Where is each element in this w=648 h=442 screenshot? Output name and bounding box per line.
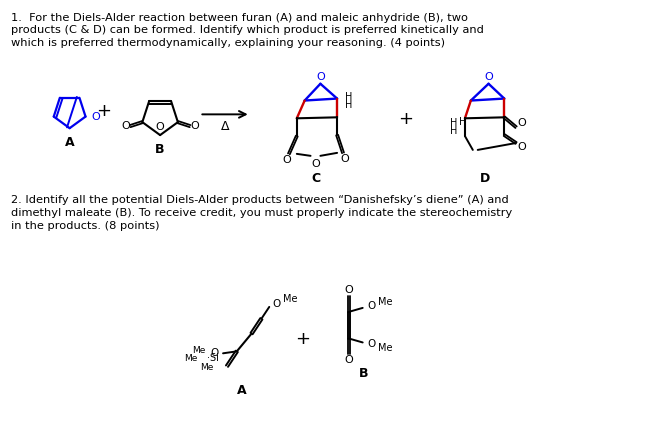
Text: O: O <box>191 122 199 131</box>
Text: O: O <box>484 72 493 82</box>
Text: B: B <box>359 366 369 380</box>
Text: Me: Me <box>378 297 393 307</box>
Text: products (C & D) can be formed. Identify which product is preferred kinetically : products (C & D) can be formed. Identify… <box>10 26 483 35</box>
Text: ·Si: ·Si <box>207 353 219 363</box>
Text: O: O <box>91 111 100 122</box>
Text: +: + <box>399 110 413 128</box>
Text: H: H <box>345 91 353 102</box>
Text: O: O <box>121 122 130 131</box>
Text: 2. Identify all the potential Diels-Alder products between “Danishefsky’s diene”: 2. Identify all the potential Diels-Alde… <box>10 195 509 206</box>
Text: B: B <box>156 143 165 156</box>
Text: O: O <box>316 72 325 82</box>
Text: O: O <box>156 122 165 132</box>
Text: H: H <box>345 100 353 110</box>
Text: Me: Me <box>378 343 393 353</box>
Text: H: H <box>450 118 457 128</box>
Text: in the products. (8 points): in the products. (8 points) <box>10 221 159 231</box>
Text: O: O <box>367 339 376 350</box>
Text: D: D <box>480 172 490 185</box>
Text: O: O <box>210 348 218 358</box>
Text: +: + <box>97 103 111 120</box>
Text: O: O <box>345 285 353 295</box>
Text: H: H <box>459 117 467 127</box>
Text: O: O <box>367 301 376 311</box>
Text: O: O <box>345 355 353 365</box>
Text: A: A <box>237 385 246 397</box>
Text: Me: Me <box>283 294 297 304</box>
Text: C: C <box>311 172 320 185</box>
Text: O: O <box>283 155 292 165</box>
Text: O: O <box>311 159 320 169</box>
Text: Me: Me <box>192 346 205 355</box>
Text: O: O <box>518 142 526 152</box>
Text: A: A <box>65 137 75 149</box>
Text: +: + <box>295 329 310 347</box>
Text: 1.  For the Diels-Alder reaction between furan (A) and maleic anhydride (B), two: 1. For the Diels-Alder reaction between … <box>10 13 468 23</box>
Text: O: O <box>272 299 281 309</box>
Text: O: O <box>341 154 349 164</box>
Text: H: H <box>450 126 457 136</box>
Text: which is preferred thermodynamically, explaining your reasoning. (4 points): which is preferred thermodynamically, ex… <box>10 38 445 48</box>
Text: Me: Me <box>200 362 214 372</box>
Text: O: O <box>518 118 526 128</box>
Text: dimethyl maleate (B). To receive credit, you must properly indicate the stereoch: dimethyl maleate (B). To receive credit,… <box>10 208 512 218</box>
Text: Me: Me <box>184 354 198 363</box>
Text: Δ: Δ <box>221 120 229 133</box>
